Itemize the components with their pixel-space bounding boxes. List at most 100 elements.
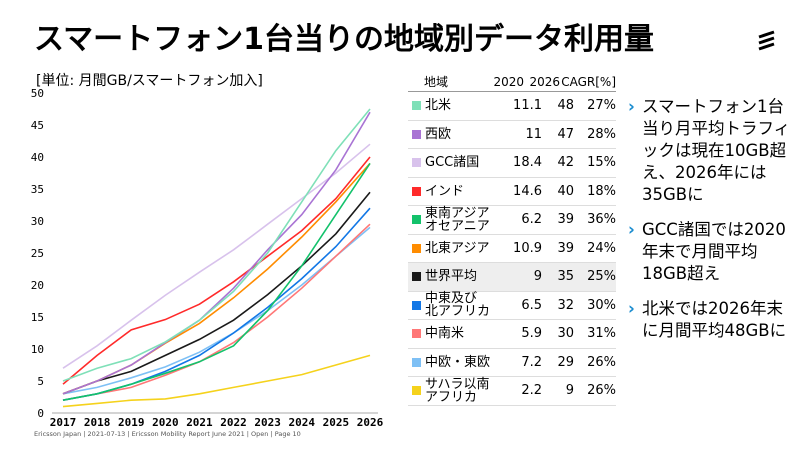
legend-swatch xyxy=(412,357,421,367)
footer: Ericsson Japan | 2021-07-13 | Ericsson M… xyxy=(34,430,301,438)
table-row: 中欧・東欧 7.2 29 26% xyxy=(408,349,616,377)
page-title: スマートフォン1台当りの地域別データ利用量 xyxy=(34,22,654,57)
value-2026: 30 xyxy=(557,326,574,342)
value-2020: 7.2 xyxy=(521,354,542,370)
region-name: GCC諸国 xyxy=(425,155,480,171)
region-name: サハラ以南 アフリカ xyxy=(425,376,490,405)
x-tick-label: 2019 xyxy=(118,416,145,429)
value-2020: 14.6 xyxy=(513,183,542,199)
value-cagr: 26% xyxy=(587,383,616,399)
region-name: 西欧 xyxy=(425,126,452,142)
chevron-right-icon: › xyxy=(628,97,635,116)
y-tick-label: 35 xyxy=(31,183,44,196)
region-name: 中欧・東欧 xyxy=(425,354,491,370)
value-2026: 48 xyxy=(557,98,574,114)
legend-swatch xyxy=(412,386,421,396)
y-tick-label: 45 xyxy=(31,119,44,132)
value-cagr: 28% xyxy=(587,126,616,142)
value-2020: 6.5 xyxy=(521,297,542,313)
value-2020: 5.9 xyxy=(521,326,542,342)
value-cagr: 15% xyxy=(587,155,616,171)
bullet-text: GCC諸国では2020年末で月間平均18GB超え xyxy=(642,220,786,283)
table-row: 東南アジア オセアニア 6.2 39 36% xyxy=(408,206,616,235)
region-name: 東南アジア オセアニア xyxy=(425,205,490,234)
x-tick-label: 2026 xyxy=(357,416,384,429)
y-tick-label: 25 xyxy=(31,247,44,260)
legend-swatch xyxy=(412,329,421,339)
legend-swatch xyxy=(412,101,421,111)
x-tick-label: 2018 xyxy=(84,416,111,429)
region-name: 北米 xyxy=(425,98,452,114)
value-2020: 11.1 xyxy=(513,98,542,114)
table-row: 北東アジア 10.9 39 24% xyxy=(408,235,616,263)
value-2026: 47 xyxy=(557,126,574,142)
legend-swatch xyxy=(412,129,421,139)
table-row: インド 14.6 40 18% xyxy=(408,178,616,206)
value-cagr: 27% xyxy=(587,98,616,114)
region-name: 世界平均 xyxy=(425,269,478,285)
region-name: 中南米 xyxy=(425,326,465,342)
series-line-北東アジア xyxy=(62,162,371,395)
legend-swatch xyxy=(412,158,421,168)
value-2020: 11 xyxy=(525,126,542,142)
y-tick-label: 30 xyxy=(31,215,44,228)
chevron-right-icon: › xyxy=(628,299,635,318)
x-tick-label: 2024 xyxy=(289,416,316,429)
value-2026: 42 xyxy=(557,155,574,171)
y-tick-label: 40 xyxy=(31,151,44,164)
x-tick-label: 2020 xyxy=(152,416,179,429)
series-line-GCC諸国 xyxy=(62,143,371,369)
region-name: 中東及び 北アフリカ xyxy=(425,291,491,320)
region-name: 北東アジア xyxy=(425,240,490,256)
x-tick-label: 2017 xyxy=(50,416,77,429)
value-cagr: 24% xyxy=(587,240,616,256)
value-2026: 9 xyxy=(565,383,574,399)
y-tick-label: 5 xyxy=(37,375,44,388)
legend-swatch xyxy=(412,215,421,225)
x-tick-label: 2023 xyxy=(254,416,281,429)
series-line-中南米 xyxy=(62,223,371,401)
series-line-中欧・東欧 xyxy=(62,226,371,395)
series-line-北米 xyxy=(62,108,371,382)
header-region: 地域 xyxy=(424,75,449,89)
value-cagr: 26% xyxy=(587,354,616,370)
value-cagr: 25% xyxy=(587,269,616,285)
value-2026: 32 xyxy=(557,297,574,313)
header-2020: 2020 xyxy=(493,74,524,89)
bullet-item: › スマートフォン1台当り月平均トラフィックは現在10GB超え、2026年には35… xyxy=(628,96,798,206)
y-tick-label: 15 xyxy=(31,311,44,324)
legend-swatch xyxy=(412,186,421,196)
series-line-サハラ以南アフリカ xyxy=(62,354,371,408)
table-row: 中東及び 北アフリカ 6.5 32 30% xyxy=(408,291,616,320)
x-tick-label: 2022 xyxy=(220,416,247,429)
y-axis-label: [単位: 月間GB/スマートフォン加入] xyxy=(36,73,263,89)
y-tick-label: 0 xyxy=(37,407,44,420)
bullet-text: 北米では2026年末に月間平均48GBに xyxy=(642,299,787,340)
x-tick-label: 2025 xyxy=(323,416,350,429)
value-cagr: 30% xyxy=(587,297,616,313)
value-2026: 39 xyxy=(557,212,574,228)
table-row: 中南米 5.9 30 31% xyxy=(408,320,616,349)
bullet-list: › スマートフォン1台当り月平均トラフィックは現在10GB超え、2026年には35… xyxy=(628,96,798,355)
y-tick-label: 20 xyxy=(31,279,44,292)
chevron-right-icon: › xyxy=(628,220,635,239)
table-row: GCC諸国 18.4 42 15% xyxy=(408,149,616,178)
legend-swatch xyxy=(412,300,421,310)
legend-swatch xyxy=(412,272,421,282)
table-row: 世界平均 9 35 25% xyxy=(408,263,616,292)
table-row: サハラ以南 アフリカ 2.2 9 26% xyxy=(408,377,616,406)
header-cagr: CAGR[%] xyxy=(561,74,616,89)
header-2026: 2026 xyxy=(529,74,560,89)
table-row: 西欧 11 47 28% xyxy=(408,121,616,149)
bullet-item: › 北米では2026年末に月間平均48GBに xyxy=(628,298,798,342)
value-cagr: 36% xyxy=(587,212,616,228)
x-tick-label: 2021 xyxy=(186,416,213,429)
value-cagr: 18% xyxy=(587,183,616,199)
region-name: インド xyxy=(425,183,465,199)
series-line-西欧 xyxy=(62,111,371,395)
value-2026: 40 xyxy=(557,183,574,199)
ericsson-logo-icon xyxy=(758,30,775,51)
series-line-インド xyxy=(62,156,371,385)
series-line-東南アジア オセアニア xyxy=(62,162,371,401)
